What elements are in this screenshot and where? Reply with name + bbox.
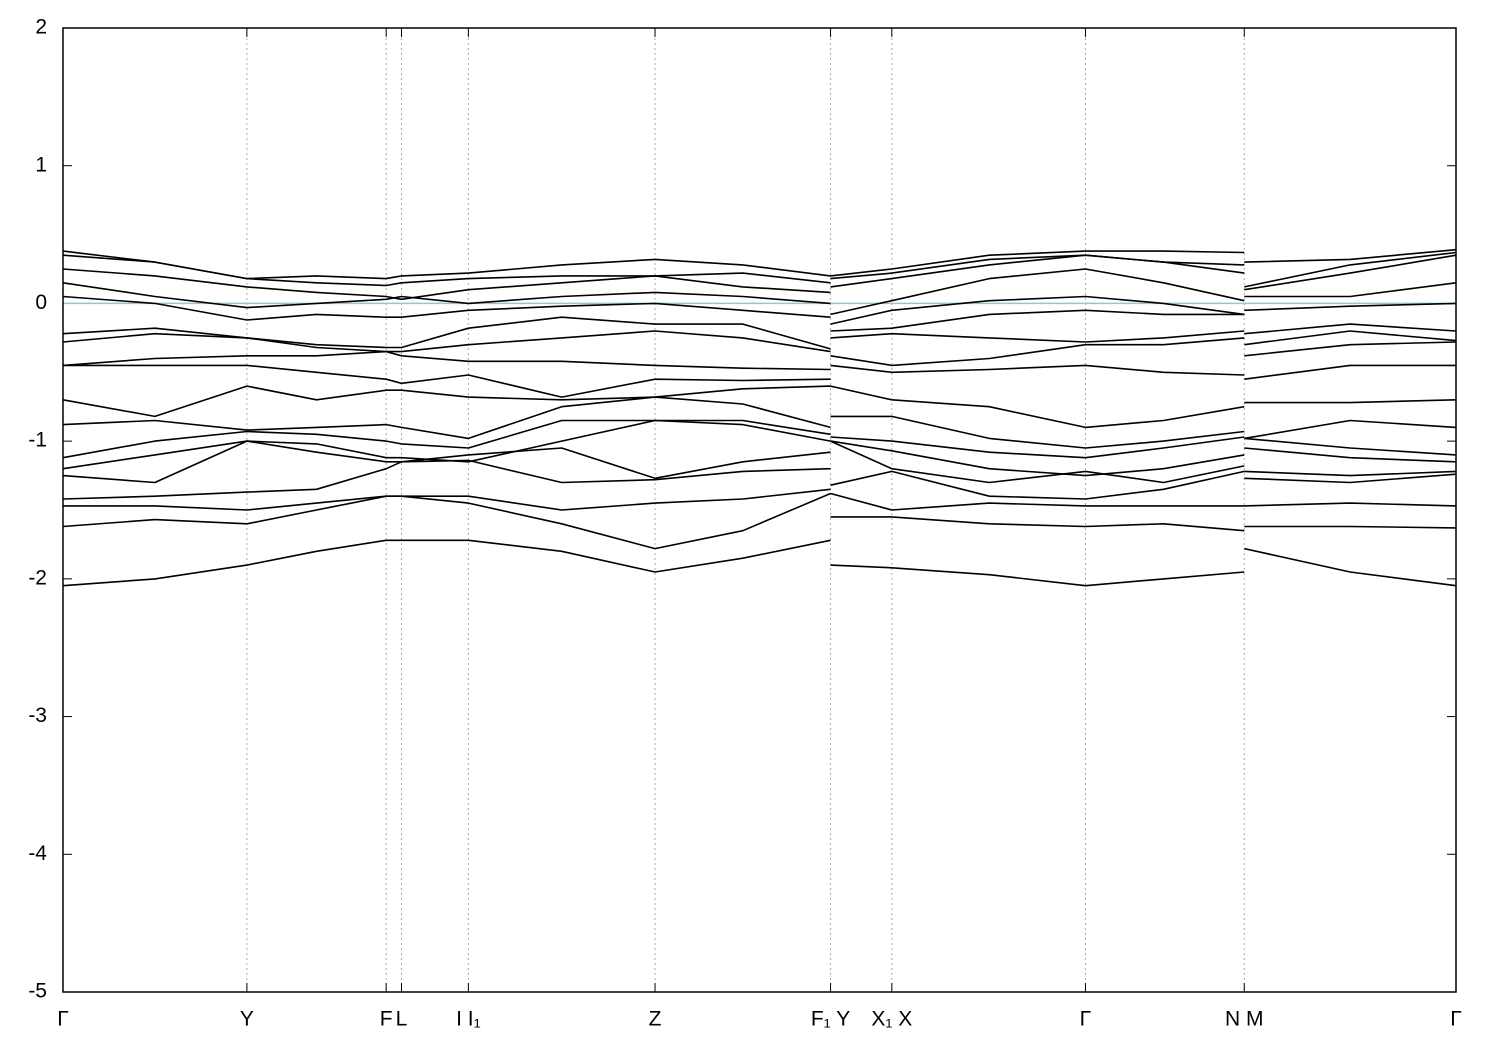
x-tick-label: X₁ X	[871, 1008, 912, 1031]
band-line	[62, 396, 1457, 449]
x-tick-label: Z	[649, 1008, 662, 1031]
x-tick-label: L	[396, 1008, 408, 1031]
band-line	[62, 248, 1457, 280]
y-tick-label: -3	[28, 704, 47, 727]
x-tick-label: Γ	[57, 1008, 69, 1031]
x-tick-label: F₁ Y	[811, 1008, 850, 1031]
y-tick-label: -5	[28, 980, 47, 1003]
band-line	[62, 440, 1457, 484]
y-tick-label: -4	[28, 842, 47, 865]
band-line	[62, 295, 1457, 325]
x-tick-label: I I₁	[456, 1008, 481, 1031]
band-line	[62, 419, 1457, 459]
band-line	[62, 309, 1457, 350]
band-line	[62, 539, 1457, 587]
y-tick-label: 0	[35, 291, 47, 314]
band-line	[62, 268, 1457, 316]
plot-frame	[62, 27, 1457, 993]
x-tick-label: Y	[240, 1008, 254, 1031]
band-line	[62, 385, 1457, 429]
band-line	[62, 337, 1457, 371]
band-line	[63, 364, 1456, 398]
band-line	[62, 254, 1457, 301]
x-tick-label: F	[380, 1008, 393, 1031]
y-tick-label: -1	[28, 429, 47, 452]
band-line	[63, 488, 1457, 511]
band-line	[62, 330, 1457, 353]
x-tick-label: Γ	[1450, 1008, 1462, 1031]
y-tick-label: -2	[28, 566, 47, 589]
x-tick-label: Γ	[1080, 1008, 1092, 1031]
y-tick-label: 1	[35, 153, 47, 176]
y-tick-label: 2	[35, 16, 47, 39]
x-tick-label: N M	[1225, 1008, 1264, 1031]
band-line	[62, 419, 1457, 477]
